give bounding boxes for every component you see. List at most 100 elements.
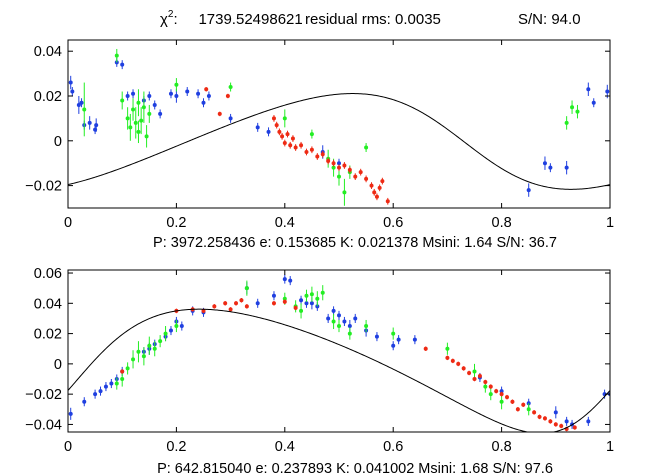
data-point <box>144 134 149 139</box>
data-point <box>131 357 136 362</box>
data-point <box>120 369 125 374</box>
data-point <box>559 423 564 428</box>
data-point <box>163 331 168 336</box>
data-point <box>374 334 379 339</box>
data-point <box>342 190 347 195</box>
data-point <box>521 402 526 407</box>
data-point <box>532 410 537 415</box>
model-curve <box>68 93 610 190</box>
data-point <box>331 165 336 170</box>
data-point <box>201 308 206 313</box>
data-point <box>87 120 92 125</box>
data-point <box>282 299 287 304</box>
data-point <box>228 307 233 312</box>
y-tick-label: −0.04 <box>25 417 62 433</box>
data-point <box>288 143 293 148</box>
model-curve <box>68 308 610 432</box>
data-point <box>70 89 75 94</box>
orbit-parameters-caption: P: 642.815040 e: 0.237893 K: 0.041002 Ms… <box>157 461 553 476</box>
data-point <box>225 94 230 98</box>
x-tick-label: 0.4 <box>275 215 295 231</box>
data-point <box>299 143 304 148</box>
data-point <box>158 339 163 344</box>
data-point <box>125 116 130 121</box>
data-point <box>477 373 482 378</box>
data-point <box>488 392 493 397</box>
x-tick-label: 0.8 <box>492 215 512 231</box>
orbit-parameters-caption: P: 3972.258436 e: 0.153685 K: 0.021378 M… <box>153 235 557 251</box>
data-point <box>152 102 157 107</box>
data-point <box>299 308 304 313</box>
data-point <box>179 324 184 329</box>
chi-value: : 1739.52498621 <box>173 11 302 28</box>
data-point <box>391 331 396 336</box>
data-point <box>377 185 382 190</box>
data-point <box>288 278 293 283</box>
data-point <box>82 399 87 404</box>
data-point <box>364 145 369 150</box>
data-point <box>572 425 577 430</box>
y-tick-label: 0.06 <box>34 266 62 282</box>
data-point <box>353 316 358 321</box>
data-point <box>553 410 558 415</box>
data-point <box>304 293 309 298</box>
data-point <box>347 331 352 336</box>
title-sn-label: S/N: 94.0 <box>518 11 581 28</box>
y-tick-label: 0.04 <box>34 44 62 60</box>
data-point <box>293 305 298 310</box>
data-point <box>120 62 125 67</box>
data-point <box>94 123 99 128</box>
axes-box <box>67 39 611 209</box>
data-point <box>277 129 282 134</box>
data-point <box>271 301 276 306</box>
data-point <box>282 116 287 121</box>
y-tick-label: 0.04 <box>34 296 62 312</box>
data-point <box>217 111 222 116</box>
y-tick-label: −0.02 <box>25 387 62 403</box>
data-point <box>244 286 249 291</box>
data-point <box>141 105 146 110</box>
data-point <box>499 399 504 404</box>
data-point <box>347 324 352 329</box>
chart-title: χ2: 1739.52498621 <box>160 9 303 28</box>
data-point <box>280 134 285 139</box>
x-tick-label: 0 <box>64 215 72 231</box>
data-point <box>223 301 228 306</box>
data-point <box>564 419 569 424</box>
data-point <box>309 132 314 137</box>
data-point <box>374 194 379 199</box>
data-point <box>133 120 138 125</box>
data-point <box>412 337 417 342</box>
data-point <box>98 389 103 394</box>
data-point <box>109 381 114 386</box>
plot-area <box>68 274 610 432</box>
plot-area <box>68 48 610 206</box>
data-point <box>461 366 466 371</box>
data-point <box>391 343 396 348</box>
data-point <box>158 111 163 116</box>
data-point <box>255 125 260 130</box>
data-point <box>93 392 98 397</box>
data-point <box>564 165 569 170</box>
data-point <box>337 324 341 329</box>
data-series <box>204 87 390 205</box>
data-point <box>136 349 141 354</box>
data-point <box>271 116 276 121</box>
data-point <box>309 301 314 306</box>
data-point <box>147 111 152 116</box>
data-point <box>274 123 279 128</box>
data-point <box>152 346 157 351</box>
data-point <box>358 170 363 175</box>
x-tick-label: 1 <box>606 439 614 455</box>
data-point <box>293 145 298 150</box>
data-point <box>76 102 81 107</box>
data-point <box>141 354 146 359</box>
data-point <box>304 150 309 154</box>
data-point <box>337 165 341 170</box>
data-point <box>456 361 461 366</box>
upper-plot-panel: 0 0.2 0.4 0.6 0.8 1 −0.02 0 0.02 0.04 P: 3972.2584… <box>25 39 614 251</box>
data-point <box>174 82 179 87</box>
x-tick-label: 0.4 <box>275 439 295 455</box>
data-point <box>488 384 493 389</box>
